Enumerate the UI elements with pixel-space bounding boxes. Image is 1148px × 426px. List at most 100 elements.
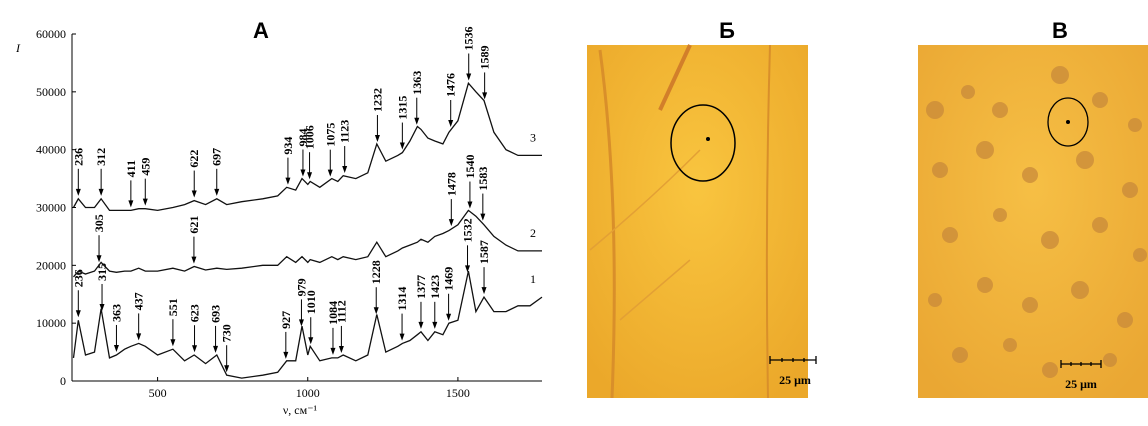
peak-arrowhead: [448, 120, 454, 128]
x-tick-label: 500: [149, 386, 167, 400]
peak-arrowhead: [432, 321, 438, 329]
peak-label: 459: [138, 158, 152, 176]
peak-arrowhead: [374, 135, 380, 143]
peak-arrowhead: [399, 142, 405, 150]
peak-label: 236: [71, 269, 85, 287]
y-tick-label: 40000: [36, 143, 66, 157]
peak-label: 363: [109, 304, 123, 322]
peak-label: 934: [281, 137, 295, 155]
peak-label: 1469: [442, 267, 456, 291]
peak-arrowhead: [342, 166, 348, 174]
peak-arrowhead: [465, 265, 471, 273]
y-tick-label: 50000: [36, 85, 66, 99]
peak-arrowhead: [482, 92, 488, 100]
peak-arrowhead: [307, 172, 313, 180]
peak-arrowhead: [75, 188, 81, 196]
peak-arrowhead: [192, 345, 198, 353]
peak-label: 1123: [338, 120, 352, 143]
peak-label: 1084: [326, 301, 340, 325]
peak-label: 730: [220, 324, 234, 342]
peak-arrowhead: [298, 319, 304, 327]
peak-arrowhead: [213, 345, 219, 353]
peak-arrowhead: [170, 339, 176, 347]
spectrum-line: [72, 209, 542, 278]
series-label: 3: [530, 130, 536, 144]
y-tick-label: 30000: [36, 201, 66, 215]
peak-arrowhead: [373, 307, 379, 315]
peak-label: 1532: [461, 218, 475, 242]
peak-arrowhead: [308, 337, 314, 345]
series-label: 1: [530, 272, 536, 286]
peak-label: 312: [94, 148, 108, 166]
peak-arrowhead: [330, 347, 336, 355]
peak-arrowhead: [338, 345, 344, 353]
peak-label: 1075: [323, 123, 337, 147]
x-axis-label: ν, см⁻¹: [283, 403, 318, 417]
peak-arrowhead: [446, 313, 452, 321]
peak-label: 315: [95, 263, 109, 281]
peak-arrowhead: [399, 333, 405, 341]
peak-label: 1536: [462, 27, 476, 51]
peak-label: 984: [296, 128, 310, 146]
peak-label: 1476: [444, 73, 458, 97]
peak-arrowhead: [98, 188, 104, 196]
y-tick-label: 0: [60, 374, 66, 388]
peak-label: 621: [187, 216, 201, 234]
peak-arrowhead: [99, 303, 105, 311]
peak-arrowhead: [414, 117, 420, 125]
scale-label: 25 μm: [1065, 377, 1097, 391]
spectrum-line: [72, 270, 543, 379]
peak-label: 551: [166, 298, 180, 316]
peak-arrowhead: [467, 201, 473, 209]
peak-arrowhead: [300, 169, 306, 177]
spectrum-line: [72, 81, 542, 212]
peak-arrowhead: [480, 213, 486, 221]
peak-label: 236: [71, 148, 85, 166]
y-tick-label: 20000: [36, 258, 66, 272]
peak-arrowhead: [466, 73, 472, 81]
peak-arrowhead: [214, 188, 220, 196]
peak-label: 1232: [370, 88, 384, 112]
peak-arrowhead: [142, 198, 148, 206]
peak-label: 1228: [369, 260, 383, 284]
peak-label: 1315: [395, 96, 409, 120]
x-tick-label: 1000: [296, 386, 320, 400]
peak-label: 693: [209, 305, 223, 323]
peak-label: 1010: [304, 290, 318, 314]
peak-arrowhead: [75, 310, 81, 318]
peak-arrowhead: [128, 200, 134, 208]
series-label: 2: [530, 226, 536, 240]
peak-label: 1314: [395, 287, 409, 311]
peak-label: 1377: [414, 275, 428, 299]
peak-label: 622: [187, 150, 201, 168]
peak-label: 437: [132, 292, 146, 310]
y-axis-label: I: [15, 41, 21, 55]
peak-arrowhead: [191, 256, 197, 264]
peak-label: 1589: [478, 45, 492, 69]
peak-arrowhead: [136, 333, 142, 341]
peak-arrowhead: [285, 177, 291, 185]
peak-arrowhead: [224, 365, 230, 373]
peak-label: 1006: [303, 125, 317, 149]
peak-arrowhead: [448, 219, 454, 227]
peak-label: 1540: [463, 155, 477, 179]
peak-arrowhead: [191, 190, 197, 198]
peak-arrowhead: [327, 169, 333, 177]
peak-label: 305: [92, 214, 106, 232]
peak-arrowhead: [283, 351, 289, 359]
y-tick-label: 60000: [36, 27, 66, 41]
peak-label: 697: [210, 148, 224, 166]
peak-arrowhead: [481, 287, 487, 295]
y-tick-label: 10000: [36, 316, 66, 330]
panel-title: В: [1052, 18, 1068, 43]
panel-title: А: [253, 18, 269, 43]
peak-label: 1587: [477, 240, 491, 264]
peak-arrowhead: [96, 255, 102, 263]
peak-arrowhead: [418, 321, 424, 329]
peak-label: 979: [294, 278, 308, 296]
micrograph-b: 25 μm: [587, 44, 817, 399]
peak-label: 1583: [476, 167, 490, 191]
peak-label: 1363: [410, 71, 424, 95]
peak-label: 927: [279, 311, 293, 329]
